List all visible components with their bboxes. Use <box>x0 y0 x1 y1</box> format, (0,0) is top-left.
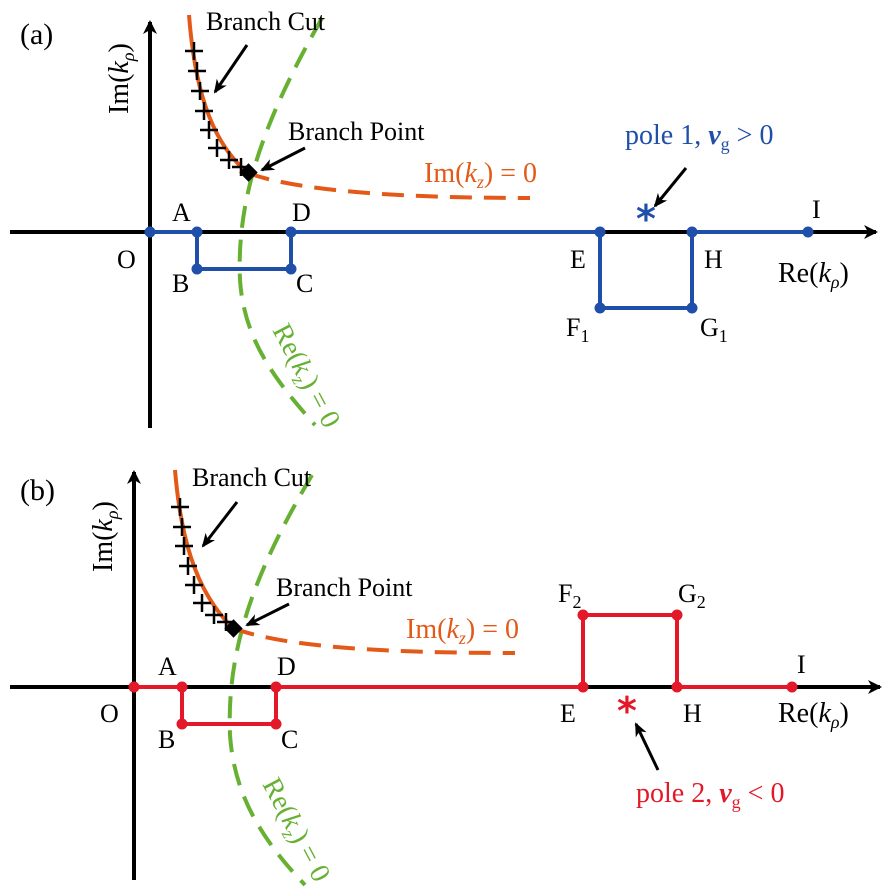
panel-a-point-G: G1 <box>700 313 728 346</box>
panel-a-pole-arrow <box>653 167 688 208</box>
panel-b-label: (b) <box>20 474 55 507</box>
panel-a-path-points <box>144 226 814 314</box>
panel-b-point-B: B <box>158 725 175 754</box>
panel-a-pole-marker: * <box>636 197 656 241</box>
panel-a-point-I: I <box>812 195 821 224</box>
panel-b-im-kz-label: Im(kz) = 0 <box>406 614 519 648</box>
panel-a-branch-cut-markers <box>185 42 250 176</box>
panel-b-integration-path <box>134 613 792 726</box>
panel-b-branch-cut-markers <box>171 498 235 631</box>
panel-b-pole-label: pole 2, vg < 0 <box>636 778 784 812</box>
panel-b-pole-marker: * <box>617 689 637 733</box>
panel-b-x-axis-label: Re(kρ) <box>778 698 849 732</box>
panel-b-point-C: C <box>281 725 298 754</box>
panel-b-re-kz-label: Re(kz) = 0 <box>253 773 336 889</box>
panel-a-pole-label: pole 1, vg > 0 <box>625 120 773 154</box>
panel-b-y-axis-label: Im(kρ) <box>88 501 122 572</box>
panel-b: (b) Im(kρ) Re(kρ) Branch Cut Branch Poin… <box>10 463 882 889</box>
panel-b-point-F: F2 <box>558 579 581 612</box>
panel-a-point-A: A <box>172 198 191 227</box>
panel-b-im-kz-curve <box>232 626 516 655</box>
panel-a: (a) Im(kρ) Re(kρ) Branc <box>10 7 878 433</box>
panel-a-point-O: O <box>117 245 136 274</box>
panel-a-integration-path <box>150 230 808 310</box>
panel-a-branch-point-label: Branch Point <box>288 117 425 146</box>
panel-b-branch-cut-arrow <box>201 501 239 548</box>
panel-b-point-I: I <box>797 650 806 679</box>
panel-a-point-B: B <box>172 269 189 298</box>
panel-b-re-kz-curve <box>227 473 314 887</box>
panel-b-branch-point-label: Branch Point <box>276 573 413 602</box>
panel-a-branch-cut-arrow <box>213 44 249 94</box>
panel-a-im-kz-curve <box>247 171 531 200</box>
panel-a-point-H: H <box>704 245 723 274</box>
panel-a-y-axis-label: Im(kρ) <box>104 43 138 114</box>
panel-a-point-D: D <box>292 198 311 227</box>
panel-b-path-points <box>128 609 798 730</box>
panel-b-branch-cut-curve <box>173 469 235 630</box>
panel-a-re-kz-curve <box>237 17 324 427</box>
panel-b-point-G: G2 <box>678 579 706 612</box>
panel-a-im-kz-label: Im(kz) = 0 <box>424 158 537 192</box>
panel-b-point-E: E <box>560 699 576 728</box>
panel-b-branch-cut-label: Branch Cut <box>192 463 312 492</box>
panel-b-pole-arrow <box>634 722 660 771</box>
panel-a-branch-cut-curve <box>187 14 250 175</box>
panel-a-label: (a) <box>20 18 53 51</box>
panel-b-point-H: H <box>683 699 702 728</box>
panel-a-branch-point-arrow <box>260 146 306 172</box>
panel-b-point-A: A <box>158 652 177 681</box>
panel-a-point-E: E <box>570 245 586 274</box>
panel-a-x-axis-label: Re(kρ) <box>778 258 849 292</box>
panel-b-branch-point-arrow <box>245 602 290 627</box>
panel-a-point-F: F1 <box>566 313 589 346</box>
panel-b-branch-point-marker <box>224 619 243 638</box>
panel-a-branch-cut-label: Branch Cut <box>206 7 326 36</box>
panel-a-point-C: C <box>296 269 313 298</box>
panel-b-point-O: O <box>100 699 119 728</box>
panel-b-point-D: D <box>277 652 296 681</box>
panel-a-branch-point-marker <box>239 163 258 182</box>
